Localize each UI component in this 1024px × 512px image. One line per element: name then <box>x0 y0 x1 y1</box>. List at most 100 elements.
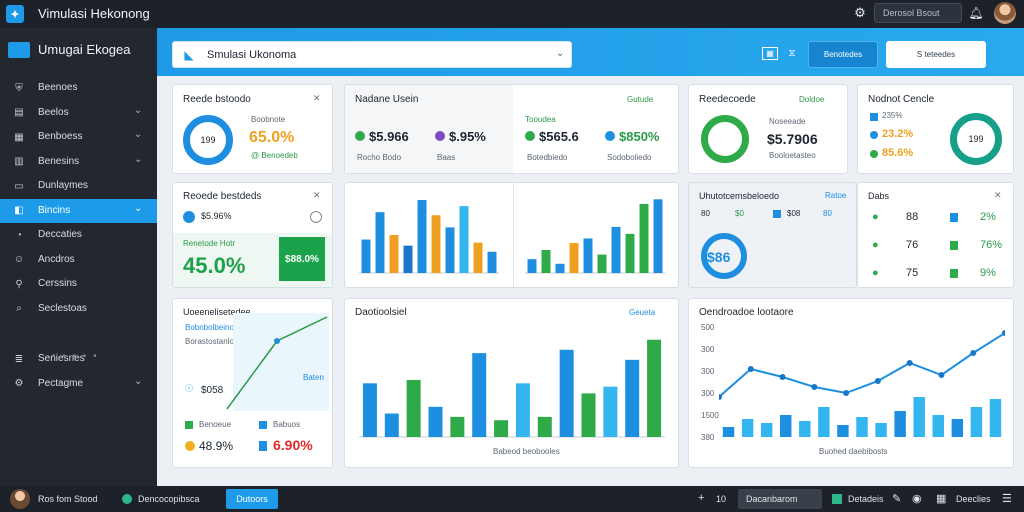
dot-icon <box>525 131 535 141</box>
sidebar-item-label: Dunlaymes <box>38 180 89 191</box>
card-oendroadoe: Oendroadoe lootaore 500 300 300 300 1500 380 … <box>688 298 1014 468</box>
card-reedecoede: Reedecoede Doldoe Noseeade $5.7906 Boolo… <box>688 84 848 174</box>
ring-value: 199 <box>968 134 984 144</box>
bar <box>569 243 579 273</box>
bar <box>431 215 441 273</box>
document-select[interactable]: ◣ Smulasi Ukonoma ⌄ <box>172 41 572 68</box>
bar <box>472 353 487 437</box>
user-avatar[interactable] <box>994 2 1016 24</box>
dot-icon <box>355 131 365 141</box>
sidebar-item-seclestoas[interactable]: ⌕ Seclestoas <box>0 297 157 321</box>
sidebar-item-bincins[interactable]: ◧ Bincins ⌄ <box>0 198 157 223</box>
pin-icon: ⚲ <box>15 278 23 290</box>
sidebar-item-cerssins[interactable]: ⚲ Cerssins <box>0 272 157 296</box>
grid-icon[interactable]: ▦ <box>936 493 947 505</box>
metric-sub: @ Benoedeb <box>251 151 298 160</box>
row-value: 88 <box>906 211 919 223</box>
card-line-2: Borastostanlo <box>185 337 234 346</box>
sidebar-item-seniesnes[interactable]: ≣ Seniesnes <box>0 347 157 371</box>
y-tick-label: 380 <box>701 433 715 442</box>
metric-sub: Booloetasteo <box>769 151 816 160</box>
bar <box>581 393 596 437</box>
sidebar-item-label: Beelos <box>38 106 69 118</box>
sidebar-item-label: Bincins <box>38 204 71 216</box>
sidebar-item-beenoes[interactable]: ⛨ Beenoes <box>0 76 157 100</box>
filter-icon[interactable]: ⧖ <box>788 48 796 59</box>
search-icon: ⌕ <box>16 303 22 314</box>
data-point <box>1002 330 1005 336</box>
target-icon[interactable]: ◉ <box>912 493 922 505</box>
bar <box>639 203 649 273</box>
edit-icon[interactable]: ✎ <box>892 493 902 505</box>
sidebar-item-deccaties[interactable]: ◔ Deccaties <box>0 223 157 247</box>
ring-chart <box>183 115 233 165</box>
bar-chart-c <box>359 339 665 438</box>
bell-icon[interactable]: 🔔︎ <box>968 6 984 20</box>
card-line-1: Bobnbolbeinotats <box>185 323 247 332</box>
user-avatar[interactable] <box>10 489 30 509</box>
y-tick-label: 1500 <box>701 411 719 420</box>
status-item-1[interactable]: Detadeis <box>848 494 884 504</box>
bar <box>494 420 509 437</box>
sidebar-item-benboess[interactable]: ▦ Benboess ⌄ <box>0 125 157 149</box>
close-icon[interactable]: ✕ <box>313 93 321 103</box>
sidebar-item-dunlaymes[interactable]: ▭ Dunlaymes <box>0 174 157 198</box>
bar <box>760 423 773 437</box>
legend-value-3: 85.6% <box>882 147 914 159</box>
x-axis-label: Babeod beobooles <box>493 447 560 456</box>
data-point <box>938 372 945 378</box>
chevron-down-icon: ⌄ <box>134 129 143 140</box>
bar <box>375 212 385 273</box>
x-axis-label: Buohed daebibosts <box>819 447 888 456</box>
plus-icon[interactable]: + <box>698 492 705 504</box>
metric-value-2: 6.90% <box>273 437 313 453</box>
status-bar: Ros fom Stood Dencocopibsca Dutoors + 10… <box>0 486 1024 512</box>
sidebar-item-ancdros[interactable]: ☺ Ancdros <box>0 248 157 272</box>
bar <box>913 397 925 437</box>
dot-icon <box>183 211 195 223</box>
close-icon[interactable]: ✕ <box>313 190 321 200</box>
bar <box>597 254 607 273</box>
card-cencle: Nodnot Cencle 235% 23.2% 85.6% 199 <box>857 84 1014 174</box>
menu-icon[interactable]: ☰ <box>1002 493 1012 505</box>
stat-c: $08 <box>787 209 801 218</box>
search-input[interactable]: Derosol Bsout <box>874 3 962 23</box>
sidebar-item-label: Seniesnes <box>38 353 85 364</box>
card-tag: Ratoe <box>825 191 847 200</box>
card-usein: Nadane Usein Gutude Tooudea $5.966 $.95%… <box>344 84 679 174</box>
row-value: 75 <box>906 267 919 279</box>
sidebar-item-beelos[interactable]: ▤ Beelos ⌄ <box>0 101 157 125</box>
bar <box>515 383 530 437</box>
status-item-2[interactable]: Deeclies <box>956 494 991 504</box>
status-button[interactable]: Dutoors <box>226 489 278 509</box>
sidebar-more[interactable]: • • • • • <box>52 351 99 362</box>
line-chart <box>719 330 1005 437</box>
grid-view-icon[interactable]: ▦ <box>762 47 778 60</box>
y-tick-label: 300 <box>701 389 715 398</box>
bar <box>537 416 552 437</box>
bar-chart-b <box>525 199 665 274</box>
bar <box>406 379 421 437</box>
header-secondary-button[interactable]: S teteedes <box>886 41 986 68</box>
metric-label-2: Baas <box>437 153 456 162</box>
close-icon[interactable]: ✕ <box>994 190 1002 200</box>
chevron-down-icon: ⌄ <box>556 48 565 59</box>
card-bar-charts <box>344 182 679 288</box>
bar <box>611 226 621 273</box>
ring-value: $86 <box>707 249 731 265</box>
sidebar-item-benesins[interactable]: ▥ Benesins ⌄ <box>0 150 157 174</box>
settings-icon[interactable]: ⚙ <box>854 5 866 20</box>
title-bar: ✦ Vimulasi Hekonong ⚙ Derosol Bsout 🔔︎ <box>0 0 1024 28</box>
header-action-button[interactable]: Benotedes <box>808 41 878 68</box>
chart-icon: ◧ <box>14 205 24 216</box>
document-select-value: Smulasi Ukonoma <box>207 49 297 61</box>
bar <box>875 423 887 437</box>
sidebar-item-pectagme[interactable]: ⚙ Pectagme ⌄ <box>0 372 157 396</box>
metric-value-1: 48.9% <box>199 439 234 453</box>
row-icon: ● <box>872 267 879 279</box>
sidebar-item-label: Ancdros <box>38 253 75 265</box>
ring-value: 199 <box>200 135 216 145</box>
bar-chart-a <box>359 200 499 274</box>
status-field[interactable]: Dacanbarom <box>738 489 822 509</box>
bar <box>541 249 551 273</box>
